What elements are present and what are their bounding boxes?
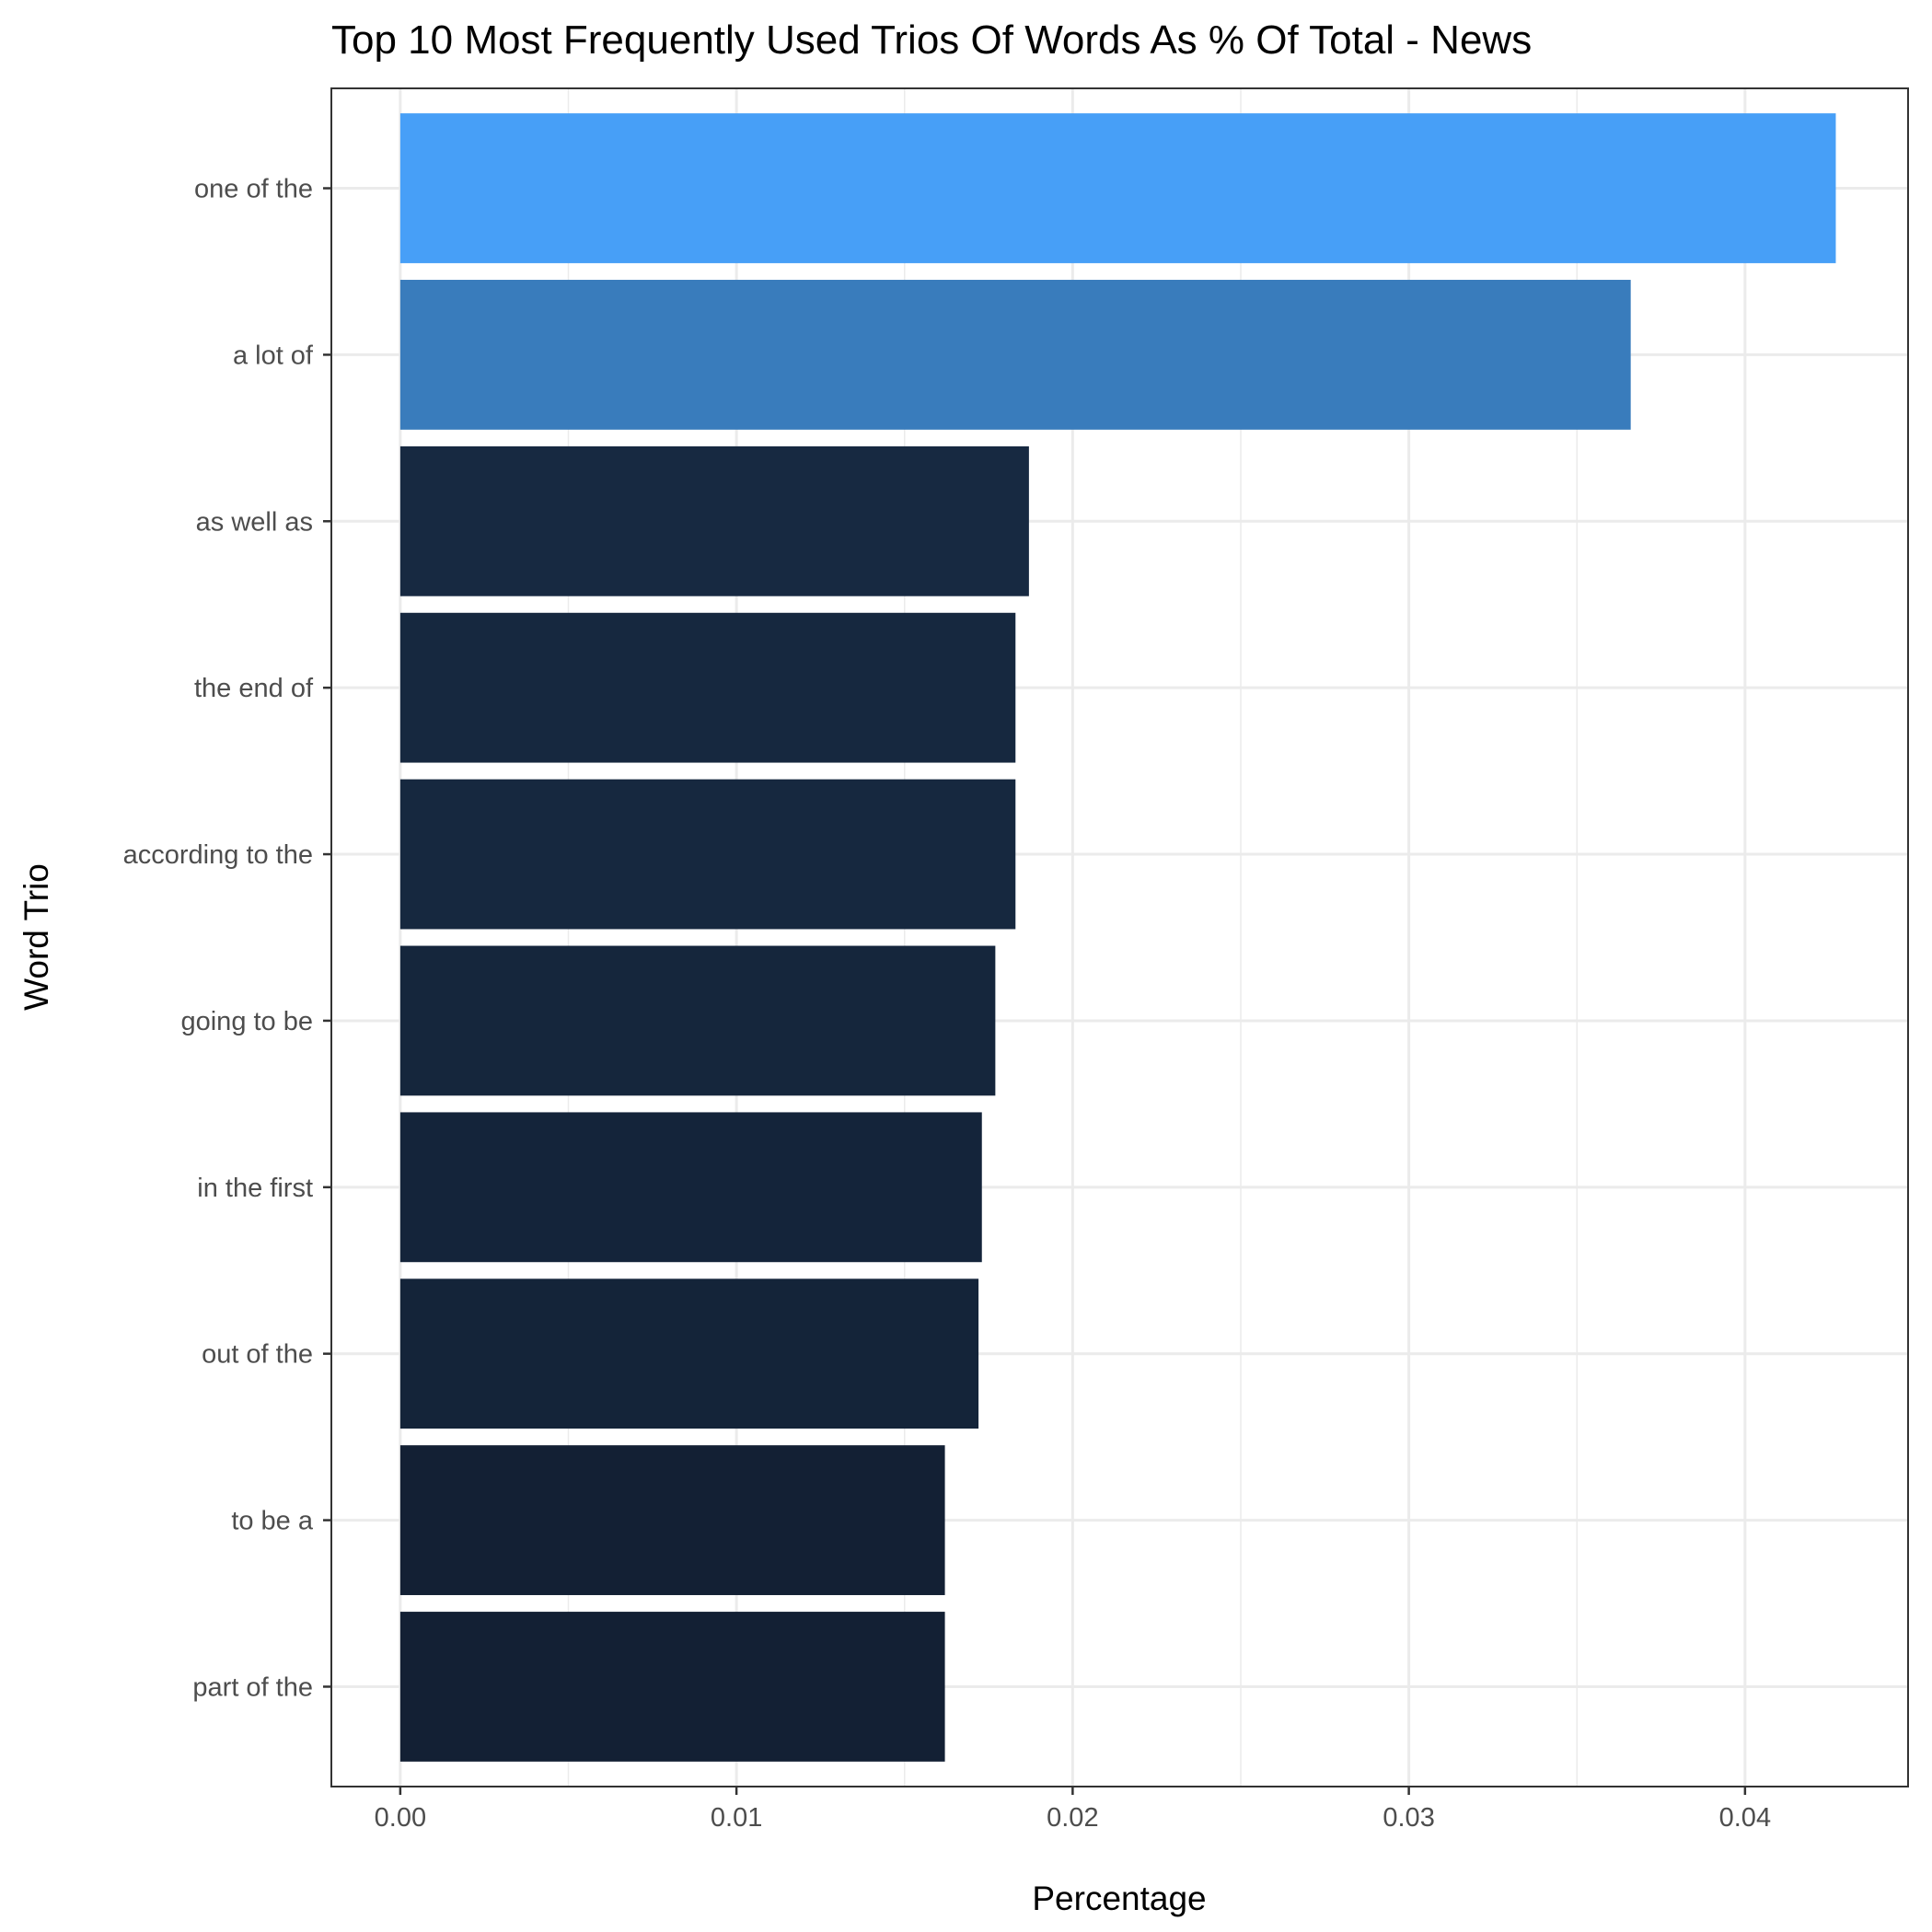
bar xyxy=(399,445,1029,596)
bar xyxy=(399,280,1631,430)
y-tick-label: going to be xyxy=(180,1007,313,1036)
y-tick-label: according to the xyxy=(123,840,313,870)
panel-border xyxy=(330,87,1909,1787)
bar xyxy=(399,1278,979,1429)
bar xyxy=(399,945,996,1096)
x-tick-label: 0.03 xyxy=(1382,1803,1434,1833)
y-tick-label: to be a xyxy=(231,1507,314,1536)
bar xyxy=(399,1112,982,1263)
y-tick-label: the end of xyxy=(194,674,314,703)
y-tick-label: a lot of xyxy=(233,341,314,370)
chart-title: Top 10 Most Frequently Used Trios Of Wor… xyxy=(331,17,1532,63)
bars xyxy=(399,113,1836,1762)
y-tick-label: one of the xyxy=(194,175,313,204)
bar xyxy=(399,612,1016,763)
bar xyxy=(399,1445,945,1595)
bar xyxy=(399,113,1836,263)
y-tick-label: out of the xyxy=(202,1340,313,1370)
bar xyxy=(399,779,1016,930)
y-axis-title: Word Trio xyxy=(17,863,55,1011)
y-tick-label: as well as xyxy=(196,507,313,537)
x-tick-label: 0.00 xyxy=(375,1803,426,1833)
axes: one of the a lot of as well as the end of ac… xyxy=(123,175,1771,1833)
x-tick-label: 0.01 xyxy=(711,1803,762,1833)
bar xyxy=(399,1612,945,1762)
y-tick-label: in the first xyxy=(197,1174,313,1203)
y-tick-label: part of the xyxy=(192,1672,313,1702)
x-tick-label: 0.04 xyxy=(1719,1803,1771,1833)
x-tick-label: 0.02 xyxy=(1047,1803,1098,1833)
x-axis-title: Percentage xyxy=(1032,1880,1206,1917)
